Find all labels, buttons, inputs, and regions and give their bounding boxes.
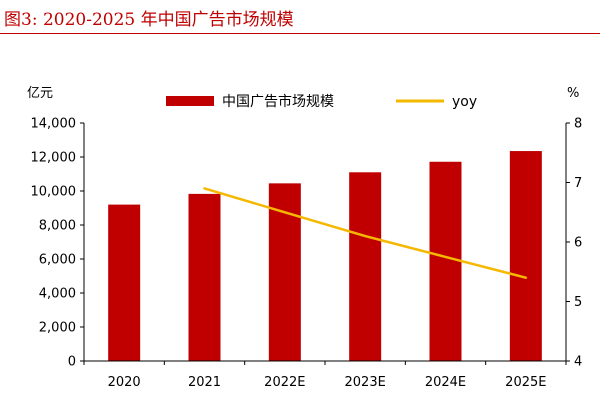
right-tick-label: 4 xyxy=(574,355,582,370)
bar xyxy=(188,193,221,361)
left-tick-label: 2,000 xyxy=(39,321,76,336)
left-tick-label: 8,000 xyxy=(39,219,76,234)
bar xyxy=(349,172,382,361)
x-tick-label: 2023E xyxy=(345,375,386,390)
legend-bar-swatch xyxy=(166,96,214,106)
yoy-line xyxy=(203,187,528,279)
legend-bar-label: 中国广告市场规模 xyxy=(222,93,334,110)
right-tick-label: 8 xyxy=(574,117,582,132)
title-divider xyxy=(0,33,600,34)
figure-title: 图3: 2020-2025 年中国广告市场规模 xyxy=(4,10,294,30)
x-tick-label: 2021 xyxy=(188,375,221,390)
figure-header: 图3: 2020-2025 年中国广告市场规模 xyxy=(0,0,600,34)
right-tick-label: 7 xyxy=(574,176,582,191)
left-axis-unit: 亿元 xyxy=(27,86,53,101)
legend-line-label: yoy xyxy=(452,94,477,110)
x-tick-label: 2020 xyxy=(108,375,141,390)
left-tick-label: 14,000 xyxy=(31,117,77,132)
x-tick-label: 2025E xyxy=(505,375,546,390)
x-tick-label: 2022E xyxy=(264,375,305,390)
right-tick-label: 6 xyxy=(574,236,582,251)
bar xyxy=(429,161,462,361)
left-tick-label: 10,000 xyxy=(31,185,77,200)
left-tick-label: 12,000 xyxy=(31,151,77,166)
bar xyxy=(108,204,141,361)
bar xyxy=(509,151,542,361)
right-axis-unit: % xyxy=(567,86,579,101)
left-tick-label: 4,000 xyxy=(39,287,76,302)
left-tick-label: 0 xyxy=(68,355,76,370)
plot-area: 0 2,000 4,000 6,000 8,000 10,000 12,000 14,000 4… xyxy=(31,117,583,391)
legend: 中国广告市场规模 yoy xyxy=(166,93,477,110)
x-tick-label: 2024E xyxy=(425,375,466,390)
right-tick-label: 5 xyxy=(574,295,582,310)
left-tick-label: 6,000 xyxy=(39,253,76,268)
